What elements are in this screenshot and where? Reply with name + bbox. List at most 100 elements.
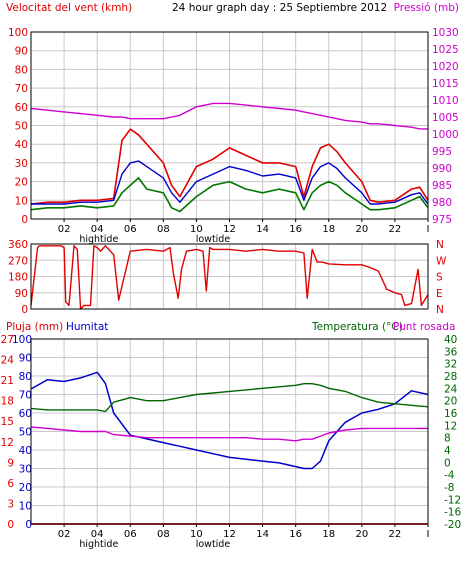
temperature-tick-label: 32 bbox=[444, 359, 457, 371]
humidity-tick-label: 40 bbox=[19, 445, 32, 457]
x-tick-label: 20 bbox=[355, 224, 368, 235]
x-tick-label: 16 bbox=[289, 224, 302, 235]
rain-tick-label: 21 bbox=[1, 375, 14, 387]
humidity-tick-label: 50 bbox=[19, 427, 32, 439]
direction-tick-label: 0 bbox=[21, 304, 28, 316]
lowtide-label: lowtide bbox=[196, 539, 231, 550]
hightide-label: hightide bbox=[79, 539, 118, 550]
wind-tick-label: 80 bbox=[15, 64, 28, 76]
dewpoint-series bbox=[30, 426, 428, 442]
x-tick-label: 04 bbox=[91, 224, 104, 235]
x-tick-label: 04 bbox=[91, 529, 104, 540]
wind-tick-label: 10 bbox=[15, 195, 28, 207]
x-tick-label: 10 bbox=[190, 224, 203, 235]
x-tick-label: 22 bbox=[389, 529, 402, 540]
x-tick-label: 12 bbox=[223, 529, 236, 540]
humidity-tick-label: 10 bbox=[19, 501, 32, 513]
pressure-tick-label: 980 bbox=[432, 197, 452, 209]
temperature-tick-label: 0 bbox=[444, 457, 451, 469]
temperature-tick-label: 36 bbox=[444, 346, 458, 358]
temperature-tick-label: 24 bbox=[444, 383, 458, 395]
humidity-tick-label: 0 bbox=[25, 519, 32, 531]
humidity-tick-label: 20 bbox=[19, 482, 32, 494]
pressure-tick-label: 1010 bbox=[432, 95, 459, 107]
x-tick-label: I bbox=[427, 529, 430, 540]
temperature-tick-label: 28 bbox=[444, 371, 457, 383]
rain-tick-label: 0 bbox=[7, 519, 14, 531]
humidity-tick-label: 30 bbox=[19, 464, 32, 476]
x-tick-label: 20 bbox=[355, 529, 368, 540]
direction-tick-label: 90 bbox=[15, 288, 28, 300]
pressure-tick-label: 985 bbox=[432, 180, 452, 192]
rain-tick-label: 3 bbox=[7, 498, 14, 510]
x-tick-label: 06 bbox=[124, 529, 137, 540]
temperature-tick-label: -16 bbox=[444, 507, 461, 519]
pressure-tick-label: 975 bbox=[432, 214, 452, 226]
humidity-tick-label: 100 bbox=[12, 334, 32, 346]
rain-tick-label: 27 bbox=[1, 334, 14, 346]
x-tick-label: 18 bbox=[322, 224, 335, 235]
temperature-tick-label: 40 bbox=[444, 334, 457, 346]
plot-frame bbox=[30, 338, 429, 525]
humidity-tick-label: 80 bbox=[19, 371, 32, 383]
pressure-tick-label: 1005 bbox=[432, 112, 459, 124]
humidity-axis-label: Humitat bbox=[66, 321, 108, 333]
wind-tick-label: 50 bbox=[15, 121, 28, 133]
x-tick-label: 08 bbox=[157, 224, 170, 235]
rain-tick-label: 9 bbox=[7, 457, 14, 469]
rain-tick-label: 18 bbox=[1, 396, 14, 408]
compass-label: E bbox=[436, 288, 443, 300]
temperature-tick-label: 12 bbox=[444, 420, 457, 432]
wind-tick-label: 90 bbox=[15, 46, 28, 58]
wind-average-series bbox=[31, 160, 429, 205]
direction-tick-label: 270 bbox=[8, 255, 28, 267]
x-tick-label: 02 bbox=[58, 529, 71, 540]
temperature-axis-label: Temperatura (°C) bbox=[311, 321, 403, 333]
temperature-series bbox=[30, 383, 429, 413]
x-tick-label: 16 bbox=[289, 529, 302, 540]
dewpoint-axis-label: Punt rosada bbox=[393, 321, 455, 333]
pressure-series bbox=[30, 102, 428, 130]
x-tick-label: 18 bbox=[322, 529, 335, 540]
x-tick-label: 02 bbox=[58, 224, 71, 235]
pressure-tick-label: 1025 bbox=[432, 44, 459, 56]
x-tick-label: 06 bbox=[124, 224, 137, 235]
wind-tick-label: 20 bbox=[15, 177, 28, 189]
compass-label: S bbox=[436, 272, 443, 284]
humidity-tick-label: 90 bbox=[19, 353, 32, 365]
temperature-tick-label: -4 bbox=[444, 470, 455, 482]
compass-label: N bbox=[436, 239, 444, 251]
temperature-tick-label: 16 bbox=[444, 408, 458, 420]
wind-tick-label: 0 bbox=[21, 214, 28, 226]
humidity-tick-label: 60 bbox=[19, 408, 32, 420]
pressure-axis-label: Pressió (mb) bbox=[394, 2, 459, 14]
wind-axis-label: Velocitat del vent (kmh) bbox=[6, 2, 132, 14]
temperature-tick-label: 8 bbox=[444, 433, 451, 445]
compass-label: N bbox=[436, 304, 444, 316]
page-title: 24 hour graph day : 25 Septiembre 2012 bbox=[172, 2, 387, 14]
x-tick-label: 12 bbox=[223, 224, 236, 235]
x-tick-label: I bbox=[427, 224, 430, 235]
rain-tick-label: 15 bbox=[1, 416, 14, 428]
pressure-tick-label: 995 bbox=[432, 146, 452, 158]
wind-tick-label: 30 bbox=[15, 158, 28, 170]
plot-frame bbox=[30, 243, 429, 310]
rain-tick-label: 12 bbox=[1, 437, 14, 449]
direction-tick-label: 360 bbox=[8, 239, 28, 251]
x-tick-label: 10 bbox=[190, 529, 203, 540]
temperature-tick-label: -20 bbox=[444, 519, 461, 531]
x-tick-label: 22 bbox=[389, 224, 402, 235]
pressure-tick-label: 1030 bbox=[432, 27, 459, 39]
humidity-tick-label: 70 bbox=[19, 390, 32, 402]
rain-axis-label: Pluja (mm) bbox=[6, 321, 63, 333]
x-tick-label: 14 bbox=[256, 224, 269, 235]
x-tick-label: 08 bbox=[157, 529, 170, 540]
pressure-tick-label: 1000 bbox=[432, 129, 459, 141]
direction-tick-label: 180 bbox=[8, 272, 28, 284]
wind-low-series bbox=[30, 177, 429, 213]
